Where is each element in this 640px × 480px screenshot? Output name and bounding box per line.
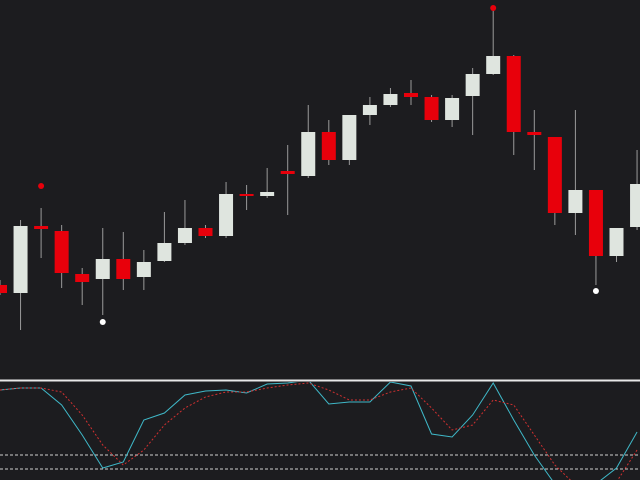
candle-body bbox=[260, 192, 275, 196]
candle-body bbox=[34, 226, 49, 229]
candle-body bbox=[362, 105, 377, 115]
price-panel bbox=[0, 5, 640, 330]
candle-body bbox=[383, 94, 398, 105]
candle-body bbox=[54, 231, 69, 273]
candle-body bbox=[568, 190, 583, 213]
oscillator-line bbox=[0, 382, 638, 480]
candle-body bbox=[177, 228, 192, 243]
candle-body bbox=[404, 93, 418, 97]
candle-body bbox=[445, 98, 460, 120]
candle-body bbox=[465, 74, 480, 96]
oscillator-line bbox=[0, 382, 638, 480]
candle-body bbox=[321, 132, 336, 160]
signal-dot bbox=[38, 183, 45, 189]
candle-body bbox=[136, 262, 151, 277]
candle-body bbox=[116, 259, 131, 279]
candle-body bbox=[13, 226, 28, 293]
candle-body bbox=[301, 132, 316, 176]
signal-dot bbox=[99, 319, 106, 325]
candle-body bbox=[630, 184, 640, 227]
signal-dot bbox=[592, 288, 599, 294]
candle-body bbox=[157, 243, 172, 261]
candle-body bbox=[506, 56, 521, 132]
candle-body bbox=[75, 274, 90, 282]
candle-body bbox=[547, 137, 562, 213]
candle-body bbox=[486, 56, 501, 74]
candle-body bbox=[527, 132, 542, 135]
candle-body bbox=[239, 194, 254, 196]
candle-body bbox=[588, 190, 603, 256]
signal-dot bbox=[490, 5, 497, 11]
candle-body bbox=[95, 259, 110, 279]
candle-body bbox=[0, 285, 7, 293]
candle-body bbox=[280, 171, 295, 174]
oscillator-panel bbox=[0, 382, 640, 480]
candle-body bbox=[219, 194, 234, 236]
candle-body bbox=[609, 228, 624, 256]
candle-body bbox=[342, 115, 357, 160]
candle-body bbox=[198, 228, 213, 236]
candle-body bbox=[424, 97, 439, 120]
